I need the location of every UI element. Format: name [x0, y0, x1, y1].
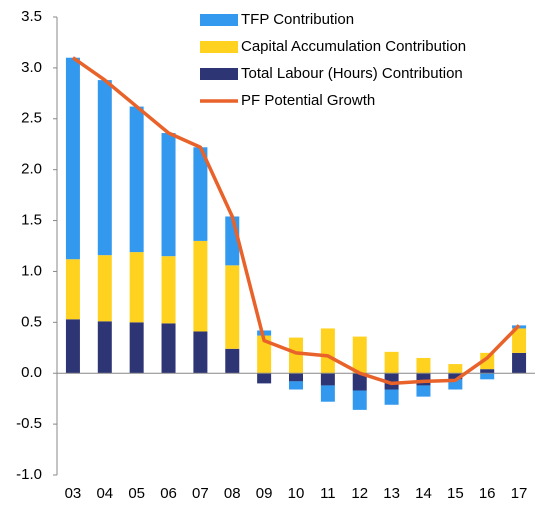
x-tick-label: 08	[224, 485, 241, 502]
bar	[257, 330, 272, 336]
y-tick-label: -0.5	[16, 415, 42, 432]
bar	[129, 252, 144, 323]
x-tick-label: 15	[447, 485, 464, 502]
bar	[512, 352, 527, 374]
bar	[320, 373, 335, 386]
bar	[384, 351, 399, 374]
bar	[320, 328, 335, 374]
y-tick-label: -1.0	[16, 466, 42, 483]
bar	[225, 265, 240, 349]
bar	[129, 322, 144, 374]
bar	[416, 357, 431, 374]
y-tick-label: 2.0	[21, 161, 42, 178]
x-tick-label: 03	[65, 485, 82, 502]
legend-swatch	[200, 14, 238, 26]
bar	[225, 348, 240, 374]
bar	[384, 389, 399, 405]
bar	[448, 379, 463, 390]
bar	[65, 319, 80, 374]
bar	[352, 336, 367, 374]
bar	[480, 369, 495, 374]
bar	[129, 106, 144, 253]
bar	[352, 373, 367, 391]
bar	[480, 352, 495, 370]
bar	[65, 259, 80, 320]
x-tick-label: 06	[160, 485, 177, 502]
x-tick-label: 10	[288, 485, 305, 502]
y-tick-label: 0.0	[21, 364, 42, 381]
bar	[384, 373, 399, 390]
x-tick-label: 14	[415, 485, 432, 502]
bar	[193, 147, 208, 241]
bar	[320, 385, 335, 402]
bar	[65, 57, 80, 260]
x-tick-label: 17	[511, 485, 528, 502]
legend-label: Capital Accumulation Contribution	[241, 38, 466, 55]
bar	[161, 323, 176, 374]
legend-label: PF Potential Growth	[241, 92, 375, 109]
x-tick-label: 16	[479, 485, 496, 502]
legend-swatch	[200, 68, 238, 80]
bar	[193, 331, 208, 374]
bar	[512, 328, 527, 353]
x-tick-label: 13	[383, 485, 400, 502]
y-tick-label: 2.5	[21, 110, 42, 127]
y-tick-label: 1.5	[21, 212, 42, 229]
bar	[416, 373, 431, 386]
bar	[193, 240, 208, 332]
y-tick-label: 3.0	[21, 59, 42, 76]
legend-label: Total Labour (Hours) Contribution	[241, 65, 463, 82]
bar	[416, 385, 431, 397]
bar	[257, 373, 272, 384]
y-tick-label: 1.0	[21, 262, 42, 279]
y-tick-label: 0.5	[21, 313, 42, 330]
x-tick-label: 04	[96, 485, 113, 502]
x-tick-label: 12	[351, 485, 368, 502]
x-tick-label: 07	[192, 485, 209, 502]
bar	[352, 390, 367, 410]
bar	[289, 381, 303, 390]
bar	[97, 321, 112, 374]
bar	[289, 337, 303, 374]
bar	[97, 255, 112, 322]
bar	[289, 373, 303, 382]
legend-swatch	[200, 41, 238, 53]
bar	[448, 364, 463, 374]
bar	[161, 133, 176, 257]
x-tick-label: 11	[320, 485, 336, 502]
x-tick-label: 05	[128, 485, 145, 502]
x-tick-label: 09	[256, 485, 273, 502]
y-tick-label: 3.5	[21, 8, 42, 25]
bar	[97, 80, 112, 256]
legend-label: TFP Contribution	[241, 11, 354, 28]
bar	[448, 373, 463, 380]
bar	[257, 335, 272, 374]
bar	[480, 373, 495, 380]
bar	[161, 256, 176, 324]
line	[71, 56, 521, 386]
